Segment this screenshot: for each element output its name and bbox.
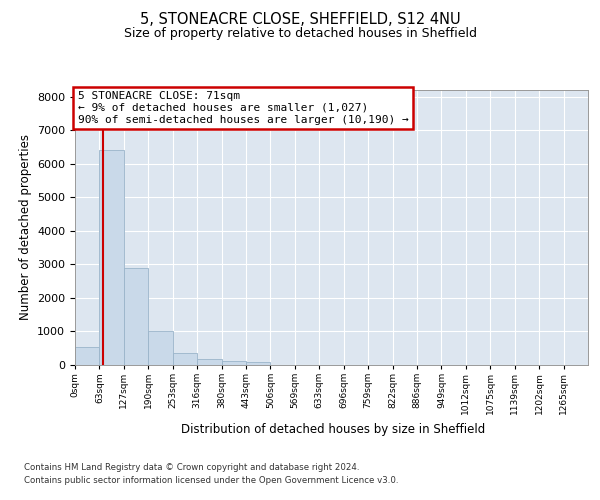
Bar (124, 268, 148, 365)
Bar (246, 362, 271, 365)
Bar (197, 358, 221, 365)
Text: Contains HM Land Registry data © Crown copyright and database right 2024.: Contains HM Land Registry data © Crown c… (24, 462, 359, 471)
Text: Size of property relative to detached houses in Sheffield: Size of property relative to detached ho… (124, 28, 476, 40)
Text: 5 STONEACRE CLOSE: 71sqm
← 9% of detached houses are smaller (1,027)
90% of semi: 5 STONEACRE CLOSE: 71sqm ← 9% of detache… (77, 92, 409, 124)
Bar (148, 332, 173, 365)
Text: Contains public sector information licensed under the Open Government Licence v3: Contains public sector information licen… (24, 476, 398, 485)
Y-axis label: Number of detached properties: Number of detached properties (19, 134, 32, 320)
Bar (100, 150, 124, 365)
Bar (173, 352, 197, 365)
Bar (75, 346, 100, 365)
Text: 5, STONEACRE CLOSE, SHEFFIELD, S12 4NU: 5, STONEACRE CLOSE, SHEFFIELD, S12 4NU (140, 12, 460, 28)
Text: Distribution of detached houses by size in Sheffield: Distribution of detached houses by size … (181, 422, 485, 436)
Bar (221, 361, 246, 365)
